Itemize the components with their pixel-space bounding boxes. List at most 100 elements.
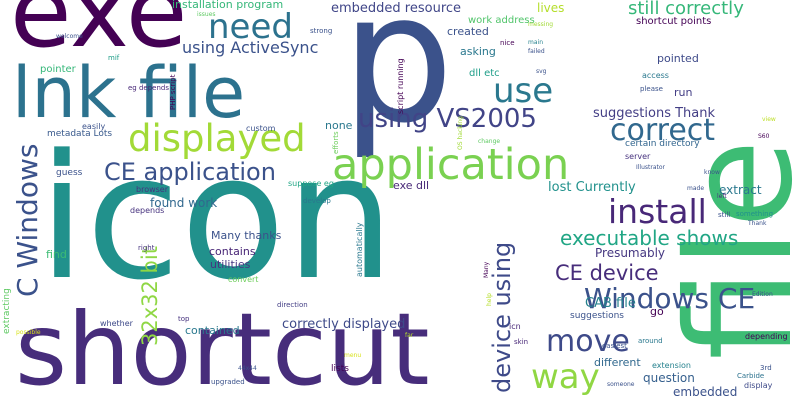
word-help: help <box>486 293 493 306</box>
word-eg-depends: mif <box>108 54 120 62</box>
word-metadata-lots: metadata Lots <box>47 129 113 139</box>
word-correctly-displayed: correctly displayed <box>282 317 406 332</box>
word-lists: lists <box>331 364 349 374</box>
word-os-hacking: OS hacking <box>457 116 464 150</box>
word-utilities: utilities <box>210 258 251 271</box>
word-work-address: work address <box>468 15 535 26</box>
word-easily: eg depends <box>128 84 170 92</box>
word-lnk-file: lnk file <box>12 52 246 134</box>
word-many-thanks: Many thanks <box>211 229 282 242</box>
word-3rd: 3rd <box>760 364 772 372</box>
word-suggestions-thank: suggestions Thank <box>593 106 716 121</box>
word-displayed: displayed <box>128 117 306 160</box>
word-nice: nice <box>500 39 515 47</box>
word-suggestions: suggestions <box>570 311 624 321</box>
word-efforts: efforts <box>332 131 340 154</box>
word-icon: icon <box>38 117 395 318</box>
word-welcome: issues <box>197 11 216 18</box>
word-way: way <box>531 357 600 397</box>
word-change: change <box>478 138 501 145</box>
word-carbide: Carbide <box>737 372 765 380</box>
word-suppose-eg: suppose eg <box>288 179 334 188</box>
word-exe: exe <box>10 0 188 70</box>
word-skin: skin <box>514 338 529 346</box>
word-automatically: automatically <box>355 222 364 277</box>
word-top: top <box>178 315 190 323</box>
word-view: view <box>762 116 776 123</box>
word-embedded-resource: embedded resource <box>331 1 462 16</box>
word-exe-dll: exe dll <box>393 179 430 192</box>
word-convert: convert <box>228 275 259 284</box>
word-display: display <box>744 381 773 390</box>
word-contains: contains <box>209 245 256 258</box>
word-messing: messing <box>528 21 554 28</box>
word-none: none <box>325 119 353 132</box>
word-someone: someone <box>607 381 635 388</box>
word-illustrator: Illustrator <box>636 164 666 171</box>
word-strong: script running <box>396 58 405 114</box>
word-different: different <box>594 356 641 369</box>
word-far: far <box>405 332 414 339</box>
word-svg: svg <box>536 68 547 75</box>
word-main: main <box>528 39 543 46</box>
word-device-using: device using <box>488 241 516 393</box>
word-depends: depends <box>130 206 165 215</box>
word-many: Many <box>483 261 490 278</box>
word-develop: develop <box>303 197 331 205</box>
word-browser: browser <box>136 185 169 194</box>
word-custom: custom <box>246 124 276 133</box>
word-edition: Edition <box>752 291 773 298</box>
word-32x32-bit: 32x32 bit <box>138 246 162 346</box>
word-contained: contained <box>185 324 240 337</box>
word-mif: welcome <box>56 33 83 40</box>
word-44x44: 44x44 <box>238 365 257 372</box>
word-script-running: PHP script <box>169 74 177 110</box>
word-created: created <box>447 25 489 38</box>
word-run: run <box>674 86 693 99</box>
word-lost-currently: lost Currently <box>548 180 636 195</box>
word-please: please <box>640 85 663 93</box>
word-go: go <box>650 305 664 318</box>
word-c-windows: C Windows <box>11 143 44 297</box>
word-certain-directory: certain directory <box>625 139 700 149</box>
word-found-work: found work <box>150 196 218 210</box>
word-installation-program: installation program <box>172 0 284 11</box>
word-embedded: embedded <box>673 385 738 399</box>
word-php-script: easily <box>82 122 106 131</box>
word-install: install <box>608 192 707 231</box>
word-server: server <box>625 152 651 161</box>
word-failed: failed <box>528 48 545 55</box>
word-something: something <box>736 210 774 218</box>
word-pointer: pointer <box>40 64 76 75</box>
word-presumably: Presumably <box>595 246 666 260</box>
word-right: right <box>138 244 155 252</box>
word-know: know <box>704 169 720 176</box>
word-possible: possible <box>16 329 41 336</box>
word-left: left <box>717 193 727 200</box>
word-application: application <box>332 140 570 190</box>
word-asking: asking <box>460 45 496 58</box>
word-ce-device: CE device <box>555 261 659 285</box>
word-whether: whether <box>100 319 133 328</box>
word-icn: icn <box>509 322 521 331</box>
word-need: need <box>208 7 293 47</box>
word-extracting: extracting <box>2 288 12 334</box>
word-still: still <box>718 211 731 219</box>
word-access: access <box>642 71 669 80</box>
word-shortcut: shortcut <box>15 291 430 400</box>
word-around: around <box>638 337 663 345</box>
word-depending: depending <box>745 332 788 341</box>
word-extension: extension <box>652 361 691 370</box>
word-executable-shows: executable shows <box>560 226 739 250</box>
word-shortcut-points: shortcut points <box>636 16 712 27</box>
word-move: move <box>546 324 630 359</box>
word-dll-etc: dll etc <box>469 68 500 79</box>
word-using-activesync: using ActiveSync <box>182 38 319 57</box>
word-lives: lives <box>537 1 565 15</box>
word-question: question <box>643 371 695 385</box>
word-upgraded: upgraded <box>211 378 245 386</box>
word-ce-application: CE application <box>104 158 276 186</box>
word-correct: correct <box>610 113 716 148</box>
word-issues: strong <box>310 27 333 35</box>
